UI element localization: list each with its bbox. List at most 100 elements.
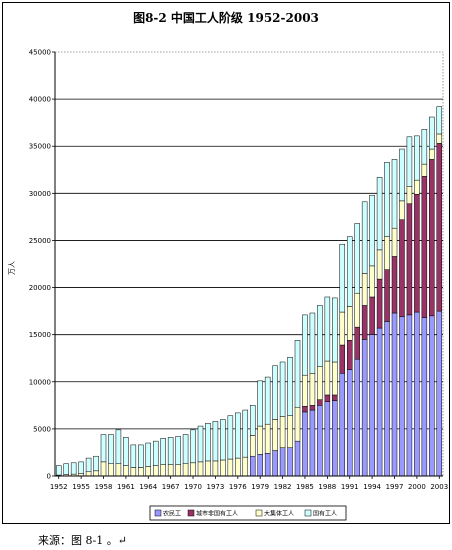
bar-collective-workers-1989 (332, 361, 338, 396)
bar-collective-workers-1958 (100, 461, 107, 477)
bar-migrant-workers-1994 (369, 334, 375, 477)
bar-collective-workers-1987 (317, 366, 323, 400)
bar-state-owned-workers-1984 (294, 340, 301, 408)
bar-collective-workers-1996 (384, 236, 390, 270)
bar-urban-non-state-workers-1995 (376, 278, 383, 329)
bar-migrant-workers-1996 (384, 321, 390, 477)
bar-state-owned-workers-1994 (369, 194, 375, 267)
bar-collective-workers-1962 (130, 467, 137, 477)
bar-migrant-workers-1983 (287, 447, 293, 477)
bar-collective-workers-2003 (436, 133, 443, 144)
bar-collective-workers-1983 (287, 415, 293, 448)
y-tick-label: 10000 (29, 378, 51, 386)
bar-state-owned-workers-1966 (160, 438, 166, 465)
x-tick-label: 1979 (251, 483, 269, 491)
bar-state-owned-workers-1996 (384, 161, 390, 237)
legend-item-state-owned-workers: 国有工人 (304, 510, 337, 518)
x-tick-label: 1955 (72, 483, 90, 491)
legend: 农民工 城市非国有工人 大集体工人 国有工人 (149, 505, 347, 521)
bar-collective-workers-1980 (264, 423, 271, 454)
bar-state-owned-workers-1998 (399, 148, 405, 202)
bar-state-owned-workers-1982 (279, 361, 286, 417)
bar-collective-workers-1978 (249, 435, 256, 457)
bar-migrant-workers-1993 (361, 339, 368, 477)
bar-state-owned-workers-1964 (145, 442, 152, 467)
bar-urban-non-state-workers-1996 (384, 269, 390, 322)
bar-state-owned-workers-1986 (309, 312, 316, 374)
bar-collective-workers-1968 (175, 464, 181, 477)
bar-collective-workers-1971 (197, 461, 204, 477)
bar-state-owned-workers-1993 (361, 201, 368, 274)
bar-collective-workers-1956 (85, 471, 92, 477)
bar-state-owned-workers-1988 (324, 296, 331, 362)
x-tick-label: 1985 (296, 483, 314, 491)
bar-migrant-workers-1992 (354, 358, 360, 477)
bar-state-owned-workers-1987 (317, 305, 323, 367)
bar-migrant-workers-1979 (257, 454, 263, 477)
bar-collective-workers-1981 (272, 419, 278, 451)
bar-state-owned-workers-1965 (152, 440, 159, 466)
legend-item-migrant-workers: 农民工 (154, 510, 181, 518)
bar-urban-non-state-workers-1992 (354, 326, 360, 360)
bar-state-owned-workers-1956 (85, 457, 92, 473)
bar-state-owned-workers-2002 (429, 116, 435, 150)
bar-collective-workers-2000 (414, 179, 420, 195)
bar-state-owned-workers-1974 (220, 419, 226, 461)
legend-swatch-urban-non-state-workers (187, 509, 195, 517)
x-tick-label: 1973 (207, 483, 225, 491)
bar-urban-non-state-workers-1988 (324, 394, 331, 402)
bar-collective-workers-1985 (302, 374, 308, 407)
legend-label-collective-workers: 大集体工人 (264, 510, 294, 518)
x-tick-label: 1988 (318, 483, 336, 491)
bar-state-owned-workers-1973 (212, 421, 219, 462)
bar-migrant-workers-1990 (339, 373, 346, 477)
bar-state-owned-workers-1985 (302, 314, 308, 376)
legend-label-urban-non-state-workers: 城市非国有工人 (196, 510, 238, 518)
bar-state-owned-workers-1962 (130, 444, 137, 468)
bar-collective-workers-1961 (123, 465, 129, 477)
bars (55, 106, 443, 477)
bar-state-owned-workers-1954 (70, 462, 77, 475)
x-tick-label: 1964 (139, 483, 157, 491)
bar-collective-workers-1963 (138, 467, 144, 477)
y-tick-label: 25000 (29, 237, 51, 245)
legend-item-collective-workers: 大集体工人 (255, 509, 294, 518)
bar-urban-non-state-workers-1990 (339, 344, 346, 374)
bar-state-owned-workers-1972 (205, 422, 211, 462)
bar-state-owned-workers-1961 (123, 437, 129, 466)
legend-box (149, 505, 347, 521)
bar-collective-workers-1999 (406, 186, 413, 204)
bar-urban-non-state-workers-2002 (429, 159, 435, 317)
bar-state-owned-workers-1971 (197, 425, 204, 463)
bar-migrant-workers-1991 (346, 369, 353, 477)
x-tick-label: 1961 (117, 483, 135, 491)
bar-migrant-workers-1998 (399, 316, 405, 477)
x-tick-label: 1982 (274, 483, 292, 491)
x-tick-label: 1967 (162, 483, 180, 491)
bar-state-owned-workers-1952 (55, 465, 62, 476)
bar-state-owned-workers-1981 (272, 365, 278, 420)
bar-state-owned-workers-1980 (264, 376, 271, 425)
bar-urban-non-state-workers-1987 (317, 399, 323, 406)
legend-swatch-collective-workers (255, 509, 263, 517)
legend-label-migrant-workers: 农民工 (163, 510, 181, 518)
bar-collective-workers-1964 (145, 466, 152, 477)
bar-collective-workers-1972 (205, 460, 211, 477)
bar-collective-workers-1959 (108, 463, 114, 477)
source-note: 来源：图 8-1 。↵ (38, 534, 127, 547)
x-tick-label: 1994 (363, 483, 381, 491)
bar-state-owned-workers-1991 (346, 236, 353, 307)
bar-collective-workers-1997 (391, 227, 398, 257)
bar-collective-workers-1990 (339, 311, 346, 346)
bar-migrant-workers-1995 (376, 327, 383, 477)
bar-migrant-workers-1981 (272, 450, 278, 477)
y-tick-label: 0 (47, 473, 51, 481)
bar-migrant-workers-2001 (421, 317, 428, 477)
bar-state-owned-workers-1999 (406, 136, 413, 187)
x-tick-label: 1991 (341, 483, 359, 491)
y-tick-label: 15000 (29, 331, 51, 339)
bar-collective-workers-1967 (167, 464, 174, 477)
bar-state-owned-workers-1963 (138, 444, 144, 468)
bar-collective-workers-1995 (376, 249, 383, 280)
